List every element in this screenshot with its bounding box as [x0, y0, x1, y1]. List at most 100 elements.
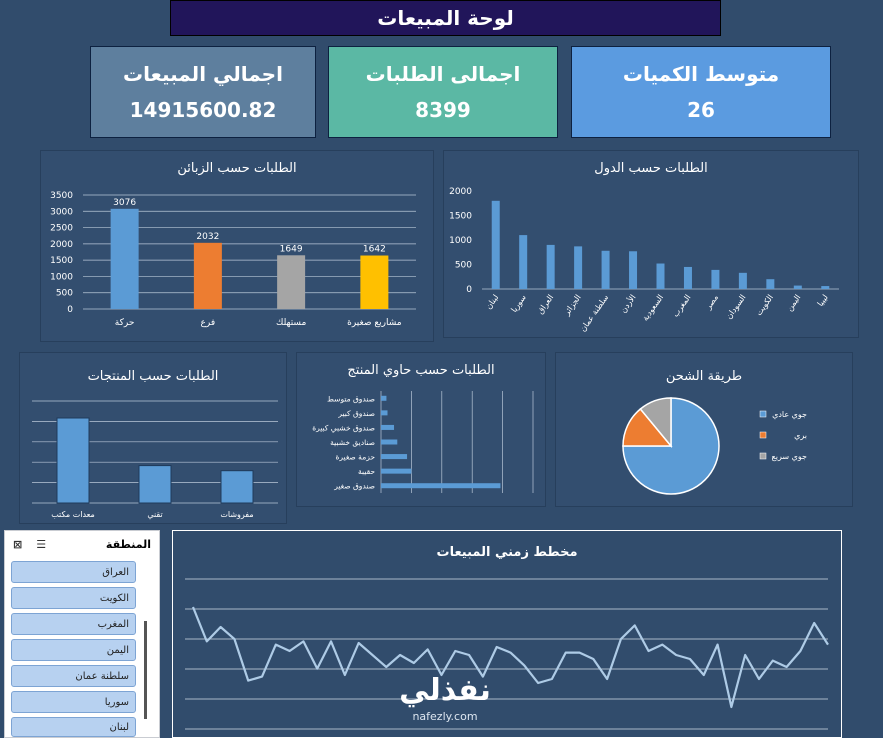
kpi-value: 26: [687, 98, 715, 122]
bar: [360, 255, 389, 309]
bar: [546, 244, 555, 289]
x-tick-label: مفروشات: [220, 510, 253, 519]
chart-svg: صندوق متوسط صندوق كبير صندوق خشبي كبيرة صنا…: [312, 391, 534, 493]
chart-title: مخطط زمني المبيعات: [436, 545, 578, 560]
slicer-item-iraq[interactable]: العراق: [11, 561, 136, 583]
bar: [738, 272, 747, 289]
chart-title: الطلبات حسب حاوي المنتج: [347, 363, 495, 378]
x-tick-label: مصر: [703, 293, 720, 312]
x-tick-label: مشاريع صغيرة: [347, 318, 402, 328]
legend-label: بري: [794, 431, 807, 440]
y-tick-label: 1000: [50, 272, 73, 282]
bar: [793, 285, 802, 289]
watermark-logo: نفذلي: [399, 673, 491, 708]
y-tick-label: 3500: [50, 191, 73, 201]
data-label: 3076: [113, 198, 136, 208]
bar: [601, 250, 610, 289]
x-tick-label: الأردن: [618, 292, 638, 314]
kpi-average-quantity: متوسط الكميات 26: [571, 46, 831, 138]
chart-orders-by-container: الطلبات حسب حاوي المنتج صندوق متوسط صندوق…: [296, 352, 546, 507]
slicer-item-morocco[interactable]: المغرب: [11, 613, 136, 635]
chart-svg: معدات مكتب تقني مفروشات: [32, 400, 278, 519]
slicer-item-lebanon[interactable]: لبنان: [11, 717, 136, 737]
data-label: 1642: [363, 245, 386, 255]
legend-swatch: [759, 410, 767, 418]
chart-title: الطلبات حسب الدول: [594, 161, 708, 176]
legend-swatch: [759, 431, 767, 439]
chart-svg: جوي عادي بري جوي سريع: [622, 397, 808, 495]
y-tick-label: 500: [56, 289, 73, 299]
y-tick-label: 3000: [50, 207, 73, 217]
pie-slice: [622, 397, 720, 495]
chart-svg: 0 500 1000 1500 2000 لبنان سوريا العراق الجزائرس…: [449, 187, 839, 334]
bar: [519, 235, 528, 289]
kpi-label: اجمالي المبيعات: [123, 62, 283, 86]
watermark: نفذلي nafezly.com: [385, 672, 505, 738]
y-tick-label: صندوق متوسط: [327, 394, 375, 403]
x-tick-label: حركة: [115, 318, 135, 328]
x-tick-label: العراق: [536, 293, 556, 316]
clear-filter-icon[interactable]: ⊠: [13, 537, 23, 551]
slicer-title: المنطقة: [105, 537, 151, 551]
bar: [629, 251, 638, 289]
y-tick-label: 1000: [449, 236, 472, 246]
y-tick-label: 0: [466, 285, 472, 295]
page-title: لوحة المبيعات: [170, 0, 721, 36]
x-tick-label: معدات مكتب: [51, 510, 95, 519]
x-tick-label: تقني: [147, 510, 162, 519]
x-tick-label: الكويت: [754, 293, 775, 317]
legend-label: جوي عادي: [772, 410, 807, 419]
chart-shipping-method: طريقة الشحن جوي عادي بري جوي سريع: [555, 352, 853, 507]
legend-label: جوي سريع: [772, 452, 808, 461]
kpi-value: 8399: [415, 98, 471, 122]
slicer-item-kuwait[interactable]: الكويت: [11, 587, 136, 609]
x-tick-label: فرع: [201, 318, 216, 328]
x-tick-label: ليبيا: [816, 293, 830, 308]
y-tick-label: حزمة صغيرة: [335, 453, 375, 462]
bar: [381, 439, 398, 445]
chart-title: طريقة الشحن: [665, 369, 743, 384]
slicer-item-yemen[interactable]: اليمن: [11, 639, 136, 661]
bar: [656, 263, 665, 289]
x-tick-label: سلطنة عمان: [578, 293, 610, 334]
y-tick-label: 2500: [50, 224, 73, 234]
bar: [574, 246, 583, 289]
data-label: 2032: [196, 232, 219, 242]
kpi-label: متوسط الكميات: [622, 62, 780, 86]
y-tick-label: 1500: [50, 256, 73, 266]
bar: [381, 454, 408, 460]
slicer-item-oman[interactable]: سلطنة عمان: [11, 665, 136, 687]
slicer-scrollbar[interactable]: [144, 621, 147, 719]
bar: [683, 266, 692, 289]
chart-orders-by-country: الطلبات حسب الدول 0 500 1000 1500 2000 لبنان س…: [443, 150, 859, 338]
y-tick-label: 0: [67, 305, 73, 315]
bar: [138, 465, 172, 504]
bar: [277, 255, 306, 309]
bar: [766, 279, 775, 289]
x-tick-label: مستهلك: [276, 318, 306, 328]
bar: [381, 424, 395, 430]
bar: [220, 470, 254, 504]
y-tick-label: صندوق كبير: [337, 409, 375, 418]
kpi-label: اجمالى الطلبات: [365, 62, 521, 86]
slicer-item-syria[interactable]: سوريا: [11, 691, 136, 713]
y-tick-label: 2000: [50, 240, 73, 250]
x-tick-label: السعودية: [641, 293, 666, 323]
bar: [381, 468, 412, 474]
bar: [110, 208, 139, 309]
y-tick-label: 500: [455, 261, 472, 271]
bar: [56, 417, 90, 504]
y-tick-label: حقيبة: [358, 467, 375, 476]
multi-select-icon[interactable]: ☰: [36, 537, 47, 551]
y-tick-label: صناديق خشبية: [330, 438, 375, 447]
x-tick-label: المغرب: [671, 293, 693, 319]
bar: [491, 200, 500, 289]
slicer-header: ⊠ ☰ المنطقة: [5, 531, 159, 557]
chart-orders-by-customer: الطلبات حسب الزبائن 0 500 1000 1500 2000 2500…: [40, 150, 434, 342]
data-label: 1649: [280, 244, 303, 254]
series-line: [191, 606, 829, 709]
pie-slice: [639, 397, 672, 449]
chart-svg: [185, 578, 829, 730]
chart-orders-by-product: الطلبات حسب المنتجات معدات مكتب تقني مفروش…: [19, 352, 287, 524]
